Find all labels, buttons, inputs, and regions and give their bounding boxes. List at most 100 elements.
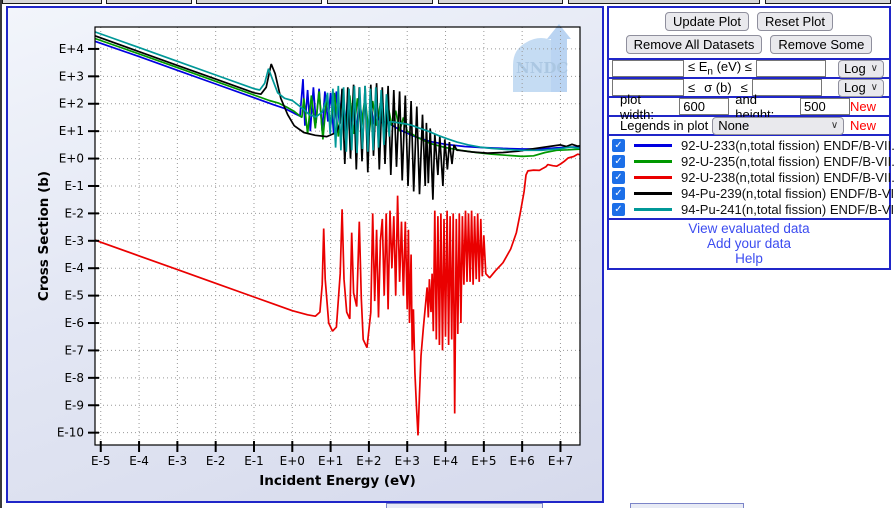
remove-some-button[interactable]: Remove Some — [770, 35, 873, 54]
svg-text:E-1: E-1 — [64, 179, 84, 193]
dataset-label: 92-U-238(n,total fission) ENDF/B-VII.1 — [681, 169, 895, 185]
bottom-cutoff-box — [630, 503, 744, 508]
svg-text:E+6: E+6 — [510, 454, 535, 468]
energy-range-row: ≤ En (eV) ≤ Log ∨ — [607, 58, 891, 79]
chevron-down-icon: ∨ — [870, 63, 878, 74]
energy-max-input[interactable] — [755, 60, 826, 77]
energy-scale-select[interactable]: Log ∨ — [838, 59, 884, 78]
dataset-checkbox[interactable]: ✓ — [612, 202, 625, 216]
series-curve — [95, 31, 580, 154]
dataset-row: ✓ 92-U-233(n,total fission) ENDF/B-VII.1 — [609, 137, 895, 153]
svg-text:E+1: E+1 — [318, 454, 343, 468]
links-section: View evaluated data Add your data Help — [607, 218, 891, 270]
cutoff-button — [765, 0, 891, 4]
cutoff-button — [438, 0, 563, 4]
plot-width-label: plot width: — [620, 91, 654, 122]
svg-text:E-10: E-10 — [57, 426, 84, 440]
sigma-range-row: ≤ σ (b) ≤ Log ∨ — [607, 77, 891, 98]
view-evaluated-data-link[interactable]: View evaluated data — [688, 221, 810, 236]
help-link[interactable]: Help — [735, 251, 763, 266]
svg-text:E-4: E-4 — [129, 454, 149, 468]
svg-text:E-5: E-5 — [91, 454, 111, 468]
cutoff-button — [196, 0, 322, 4]
new-badge: New — [849, 118, 876, 133]
svg-text:E-6: E-6 — [64, 316, 84, 330]
svg-text:E-8: E-8 — [64, 371, 84, 385]
svg-text:NNDC: NNDC — [516, 59, 568, 77]
svg-text:E+4: E+4 — [433, 454, 458, 468]
svg-text:E+3: E+3 — [59, 69, 84, 83]
plot-width-input[interactable] — [679, 98, 730, 115]
svg-text:E-3: E-3 — [168, 454, 188, 468]
plot-height-input[interactable] — [799, 98, 850, 115]
cross-section-plot: NNDC E-5 E-4 E-3 E-2 E-1 E+0 E+1 E+2 E+3 E+4 E+5 E+6… — [36, 24, 581, 489]
cutoff-button — [106, 0, 192, 4]
reset-plot-button[interactable]: Reset Plot — [756, 12, 833, 31]
dataset-color-line — [634, 175, 672, 179]
dataset-label: 94-Pu-241(n,total fission) ENDF/B-VII.1 — [681, 201, 895, 217]
dataset-color-line — [634, 159, 672, 163]
dataset-checkbox[interactable]: ✓ — [612, 170, 625, 184]
svg-text:E-9: E-9 — [64, 398, 84, 412]
series-curve — [95, 35, 580, 200]
plot-actions-section: Update Plot Reset Plot Remove All Datase… — [607, 6, 891, 60]
dataset-row: ✓ 92-U-235(n,total fission) ENDF/B-VII.1 — [609, 153, 895, 169]
bottom-cutoff-box — [386, 503, 543, 508]
energy-range-label: ≤ En (eV) ≤ — [688, 59, 752, 78]
dataset-label: 92-U-235(n,total fission) ENDF/B-VII.1 — [681, 153, 895, 169]
chevron-down-icon: ∨ — [830, 120, 839, 131]
svg-text:E-7: E-7 — [64, 343, 84, 357]
nndc-watermark-logo: NNDC — [513, 24, 571, 92]
y-axis-title: Cross Section (b) — [36, 171, 52, 301]
dataset-color-line — [634, 143, 672, 147]
cutoff-button — [568, 0, 760, 4]
series-curve — [95, 153, 580, 436]
sigma-min-input[interactable] — [612, 79, 684, 96]
cutoff-button — [2, 0, 102, 4]
remove-all-datasets-button[interactable]: Remove All Datasets — [625, 35, 763, 54]
dataset-row: ✓ 94-Pu-239(n,total fission) ENDF/B-VII.1 — [609, 185, 895, 201]
sigma-scale-select[interactable]: Log ∨ — [838, 78, 884, 97]
svg-text:E+3: E+3 — [395, 454, 420, 468]
svg-text:E-2: E-2 — [206, 454, 226, 468]
legend-option-row: Legends in plot None ∨ New — [607, 115, 891, 136]
legends-in-plot-label: Legends in plot — [620, 118, 709, 133]
dataset-label: 94-Pu-239(n,total fission) ENDF/B-VII.1 — [681, 185, 895, 201]
dataset-row: ✓ 92-U-238(n,total fission) ENDF/B-VII.1 — [609, 169, 895, 185]
window-left-edge — [0, 0, 2, 508]
dataset-checkbox[interactable]: ✓ — [612, 138, 625, 152]
sigma-range-label: ≤ σ (b) ≤ — [688, 80, 748, 95]
plot-panel: NNDC E-5 E-4 E-3 E-2 E-1 E+0 E+1 E+2 E+3 E+4 E+5 E+6… — [6, 6, 604, 503]
svg-text:E+0: E+0 — [59, 152, 84, 166]
datasets-section: ✓ 92-U-233(n,total fission) ENDF/B-VII.1 ✓… — [607, 134, 895, 220]
svg-text:E+5: E+5 — [471, 454, 496, 468]
dataset-checkbox[interactable]: ✓ — [612, 186, 625, 200]
svg-text:E-5: E-5 — [64, 289, 84, 303]
x-axis-title: Incident Energy (eV) — [259, 473, 416, 489]
new-badge: New — [849, 99, 876, 114]
svg-text:E+2: E+2 — [59, 97, 84, 111]
energy-min-input[interactable] — [612, 60, 684, 77]
update-plot-button[interactable]: Update Plot — [665, 12, 749, 31]
legend-select[interactable]: None ∨ — [712, 116, 845, 135]
cutoff-button — [327, 0, 433, 4]
svg-text:E+0: E+0 — [280, 454, 305, 468]
dataset-color-line — [634, 191, 672, 195]
dataset-color-line — [634, 207, 672, 211]
controls-panel: Update Plot Reset Plot Remove All Datase… — [607, 6, 895, 270]
dataset-label: 92-U-233(n,total fission) ENDF/B-VII.1 — [681, 137, 895, 153]
svg-text:E+1: E+1 — [59, 124, 84, 138]
chevron-down-icon: ∨ — [870, 82, 878, 93]
dataset-checkbox[interactable]: ✓ — [612, 154, 625, 168]
svg-text:E+2: E+2 — [356, 454, 381, 468]
sigma-max-input[interactable] — [751, 79, 822, 96]
svg-text:E-2: E-2 — [64, 206, 84, 220]
svg-text:E+4: E+4 — [59, 42, 84, 56]
dataset-row: ✓ 94-Pu-241(n,total fission) ENDF/B-VII.1 — [609, 201, 895, 217]
svg-text:E-1: E-1 — [244, 454, 264, 468]
svg-text:E-4: E-4 — [64, 261, 84, 275]
svg-text:E-3: E-3 — [64, 234, 84, 248]
add-your-data-link[interactable]: Add your data — [706, 236, 792, 251]
plot-size-row: plot width: and height: New — [607, 92, 891, 122]
